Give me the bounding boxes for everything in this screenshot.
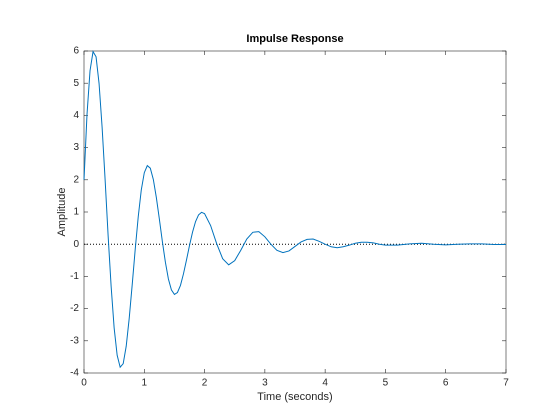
axes-box: [83, 50, 507, 374]
y-tick-label: -3: [70, 335, 79, 346]
x-axis-label: Time (seconds): [257, 391, 332, 403]
x-tick-label: 7: [503, 378, 509, 389]
x-tick-label: 4: [322, 378, 328, 389]
y-tick-label: 0: [73, 239, 79, 250]
x-tick-label: 3: [262, 378, 268, 389]
chart-title: Impulse Response: [246, 33, 343, 45]
x-tick-label: 0: [81, 378, 87, 389]
x-tick-label: 1: [142, 378, 148, 389]
x-tick-label: 6: [443, 378, 449, 389]
x-tick-label: 5: [383, 378, 389, 389]
y-tick-label: -1: [70, 271, 79, 282]
y-tick-label: -2: [70, 303, 79, 314]
x-tick-label: 2: [202, 378, 208, 389]
y-tick-label: 5: [73, 78, 79, 89]
series-line: [83, 50, 506, 369]
y-axis-label: Amplitude: [56, 188, 68, 237]
y-tick-label: 3: [73, 142, 79, 153]
y-tick-label: -4: [70, 368, 79, 379]
y-tick-label: 4: [73, 110, 79, 121]
y-tick-label: 2: [73, 174, 79, 185]
y-tick-label: 1: [73, 207, 79, 218]
y-tick-label: 6: [73, 46, 79, 57]
